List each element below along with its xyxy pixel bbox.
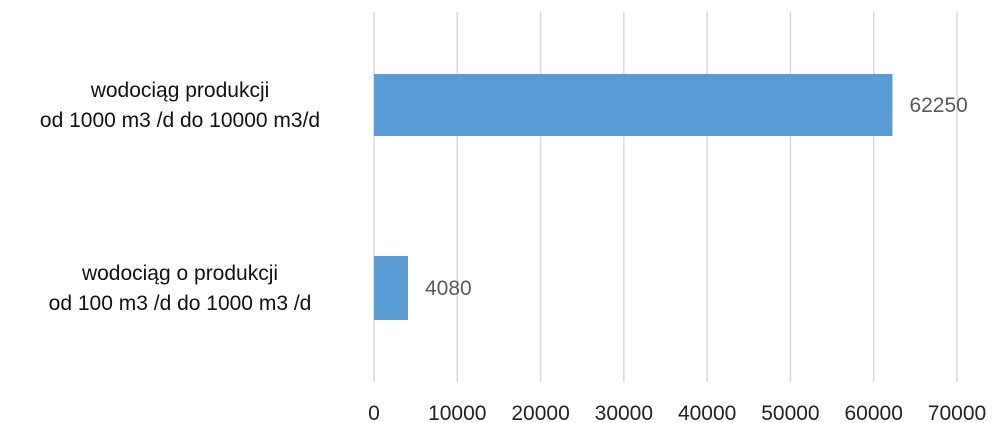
- category-label-1-line-0: wodociąg o produkcji: [81, 262, 278, 285]
- bars: [374, 74, 893, 320]
- x-tick-label-30000: 30000: [595, 402, 653, 423]
- category-label-0: wodociąg produkcji od 1000 m3 /d do 10000…: [40, 79, 320, 132]
- category-labels: wodociąg produkcji od 1000 m3 /d do 10000…: [40, 79, 320, 315]
- category-label-1-line-1: od 100 m3 /d do 1000 m3 /d: [49, 292, 312, 315]
- data-labels: 62250 4080: [425, 94, 968, 300]
- data-label-0: 62250: [909, 94, 967, 117]
- x-tick-label-10000: 10000: [428, 402, 486, 423]
- data-label-1: 4080: [425, 277, 472, 300]
- x-tick-label-40000: 40000: [678, 402, 736, 423]
- x-tick-label-70000: 70000: [928, 402, 986, 423]
- x-tick-label-50000: 50000: [761, 402, 819, 423]
- x-axis-tick-labels: 0 10000 20000 30000 40000 50000 60000 70000: [368, 402, 986, 423]
- bar-1: [374, 256, 408, 320]
- category-label-1: wodociąg o produkcji od 100 m3 /d do 1000…: [49, 262, 312, 315]
- category-label-0-line-0: wodociąg produkcji: [90, 79, 270, 102]
- x-tick-label-0: 0: [368, 402, 380, 423]
- grid-lines: [373, 12, 958, 382]
- bar-0: [374, 74, 893, 136]
- x-tick-label-20000: 20000: [511, 402, 569, 423]
- x-tick-label-60000: 60000: [845, 402, 903, 423]
- category-label-0-line-1: od 1000 m3 /d do 10000 m3/d: [40, 109, 320, 132]
